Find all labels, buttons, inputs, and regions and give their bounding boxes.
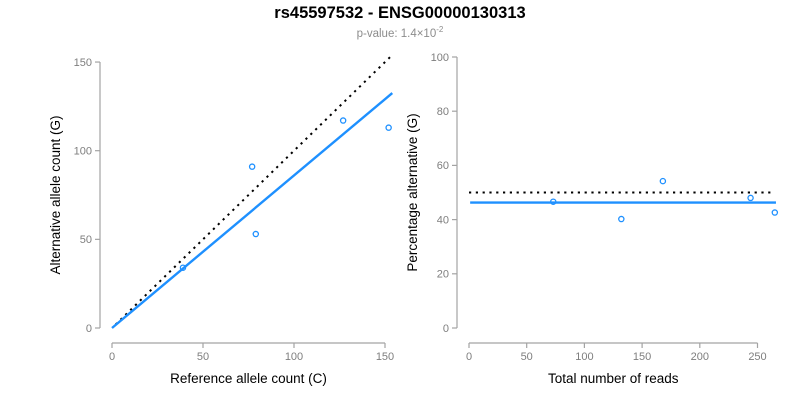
y-tick-label: 60 bbox=[437, 160, 449, 172]
data-point bbox=[659, 177, 667, 185]
y-tick-label: 150 bbox=[74, 57, 92, 69]
data-point bbox=[385, 124, 392, 131]
y-tick-label: 0 bbox=[443, 323, 449, 335]
y-axis-title: Percentage alternative (G) bbox=[405, 113, 420, 271]
pvalue-text: p-value: 1.4×10 bbox=[356, 27, 437, 40]
x-axis-title: Reference allele count (C) bbox=[170, 371, 327, 386]
data-point bbox=[771, 209, 779, 216]
x-tick-label: 0 bbox=[466, 351, 472, 363]
percentage-vs-reads-scatter: 0 50 100 150 200 250 0 20 40 60 80 100 Total number … bbox=[405, 52, 779, 386]
page-title: rs45597532 - ENSG00000130313 bbox=[274, 4, 526, 22]
y-tick-label: 0 bbox=[86, 323, 92, 335]
x-tick-label: 150 bbox=[633, 351, 651, 363]
identity-line-y-equals-x bbox=[114, 55, 393, 326]
regression-fit-line bbox=[111, 92, 394, 329]
y-tick-label: 40 bbox=[437, 214, 449, 226]
y-tick-label: 100 bbox=[431, 52, 449, 64]
x-tick-label: 150 bbox=[376, 351, 394, 363]
x-tick-label: 50 bbox=[521, 351, 533, 363]
pvalue-exponent: -2 bbox=[436, 25, 444, 34]
x-axis-title: Total number of reads bbox=[548, 371, 679, 386]
y-tick-label: 80 bbox=[437, 106, 449, 118]
x-tick-label: 200 bbox=[691, 351, 709, 363]
y-tick-label: 100 bbox=[74, 146, 92, 158]
x-tick-label: 100 bbox=[285, 351, 303, 363]
allele-counts-scatter: 0 50 100 150 0 50 100 150 Reference allele count… bbox=[48, 55, 394, 386]
data-point bbox=[747, 194, 754, 202]
x-tick-label: 250 bbox=[748, 351, 766, 363]
pvalue-subtitle: p-value: 1.4×10-2 bbox=[0, 25, 800, 40]
y-axis-title: Alternative allele count (G) bbox=[48, 115, 63, 274]
x-tick-label: 50 bbox=[197, 351, 209, 363]
data-point bbox=[252, 230, 260, 238]
data-point bbox=[339, 117, 347, 124]
y-tick-label: 50 bbox=[80, 234, 92, 246]
data-point bbox=[248, 163, 256, 170]
x-tick-label: 100 bbox=[575, 351, 593, 363]
x-tick-label: 0 bbox=[109, 351, 115, 363]
y-tick-label: 20 bbox=[437, 269, 449, 281]
data-point bbox=[618, 215, 625, 223]
